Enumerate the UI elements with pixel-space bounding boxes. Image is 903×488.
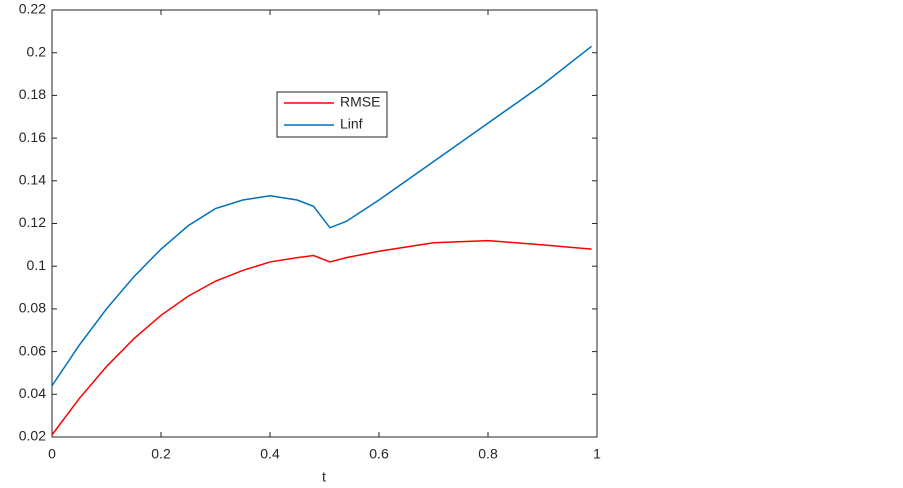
y-tick-label: 0.14 xyxy=(19,172,46,188)
line-series xyxy=(51,239,592,436)
x-tick-label: 1 xyxy=(593,446,601,462)
line-series xyxy=(51,45,593,387)
x-axis-label: t xyxy=(322,469,326,485)
axes-box xyxy=(51,9,598,438)
x-tick-label: 0.4 xyxy=(260,446,280,462)
y-tick-label: 0.06 xyxy=(19,342,46,358)
y-tick-label: 0.18 xyxy=(19,86,46,102)
y-tick-label: 0.08 xyxy=(19,300,46,316)
y-tick-label: 0.02 xyxy=(19,428,46,444)
x-tick-label: 0.2 xyxy=(151,446,171,462)
legend-box xyxy=(276,91,388,138)
x-tick-label: 0.6 xyxy=(369,446,389,462)
y-tick-label: 0.1 xyxy=(27,257,47,273)
y-tick-label: 0.16 xyxy=(19,129,46,145)
legend-label: Linf xyxy=(340,116,363,132)
y-tick-label: 0.04 xyxy=(19,385,46,401)
y-tick-label: 0.22 xyxy=(19,1,46,17)
y-tick-label: 0.12 xyxy=(19,214,46,230)
legend-label: RMSE xyxy=(340,94,380,110)
y-tick-label: 0.2 xyxy=(27,43,47,59)
x-tick-label: 0.8 xyxy=(478,446,498,462)
x-tick-label: 0 xyxy=(48,446,56,462)
